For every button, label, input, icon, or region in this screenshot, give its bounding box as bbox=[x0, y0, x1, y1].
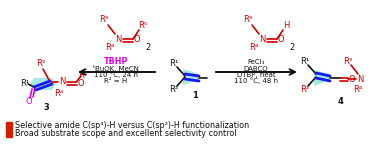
Text: R⁴: R⁴ bbox=[249, 43, 259, 53]
Text: R¹: R¹ bbox=[20, 79, 29, 89]
Text: 3: 3 bbox=[43, 104, 49, 112]
Text: R³: R³ bbox=[99, 16, 108, 24]
Text: 4: 4 bbox=[337, 96, 343, 106]
Text: O: O bbox=[78, 79, 84, 89]
Text: ᵗBuOK, MeCN: ᵗBuOK, MeCN bbox=[93, 66, 139, 72]
Text: O: O bbox=[26, 97, 32, 107]
Text: R⁴: R⁴ bbox=[105, 43, 115, 53]
Text: R²: R² bbox=[169, 86, 178, 94]
Text: 110 °C, 48 h: 110 °C, 48 h bbox=[234, 78, 278, 84]
Text: R¹: R¹ bbox=[301, 56, 310, 66]
Polygon shape bbox=[30, 78, 56, 90]
Text: H: H bbox=[283, 21, 289, 31]
Text: R² = H: R² = H bbox=[104, 78, 128, 84]
Text: N: N bbox=[259, 35, 265, 43]
Text: R⁵: R⁵ bbox=[78, 71, 88, 79]
Text: O: O bbox=[278, 36, 284, 44]
Polygon shape bbox=[183, 69, 199, 85]
Text: R⁴: R⁴ bbox=[353, 85, 363, 93]
Text: O: O bbox=[134, 36, 140, 44]
Text: N: N bbox=[115, 35, 121, 43]
Text: O: O bbox=[349, 75, 355, 85]
Text: N: N bbox=[357, 74, 363, 84]
Bar bbox=[6, 129, 12, 137]
Text: DABCO: DABCO bbox=[244, 66, 268, 72]
Text: R³: R³ bbox=[243, 16, 253, 24]
Text: R⁵: R⁵ bbox=[138, 21, 148, 31]
Text: Broad substrate scope and excellent selectivity control: Broad substrate scope and excellent sele… bbox=[15, 128, 237, 138]
Text: TBHP: TBHP bbox=[104, 57, 128, 67]
Polygon shape bbox=[314, 70, 330, 86]
Bar bbox=[6, 122, 12, 128]
Text: R³: R³ bbox=[343, 56, 353, 66]
Text: FeCl₃: FeCl₃ bbox=[247, 59, 265, 65]
Text: 2: 2 bbox=[290, 42, 294, 52]
Text: R⁴: R⁴ bbox=[54, 89, 64, 97]
Text: R²: R² bbox=[301, 86, 310, 94]
Text: 2: 2 bbox=[146, 42, 150, 52]
Text: R¹: R¹ bbox=[169, 58, 179, 68]
Text: R³: R³ bbox=[36, 59, 46, 69]
Text: DTBP, neat: DTBP, neat bbox=[237, 72, 275, 78]
Text: N: N bbox=[59, 77, 65, 87]
Text: Selective amide C(sp³)-H versus C(sp²)-H functionalization: Selective amide C(sp³)-H versus C(sp²)-H… bbox=[15, 121, 249, 129]
Text: 110 °C, 24 h: 110 °C, 24 h bbox=[94, 72, 138, 78]
Text: 1: 1 bbox=[192, 90, 198, 100]
